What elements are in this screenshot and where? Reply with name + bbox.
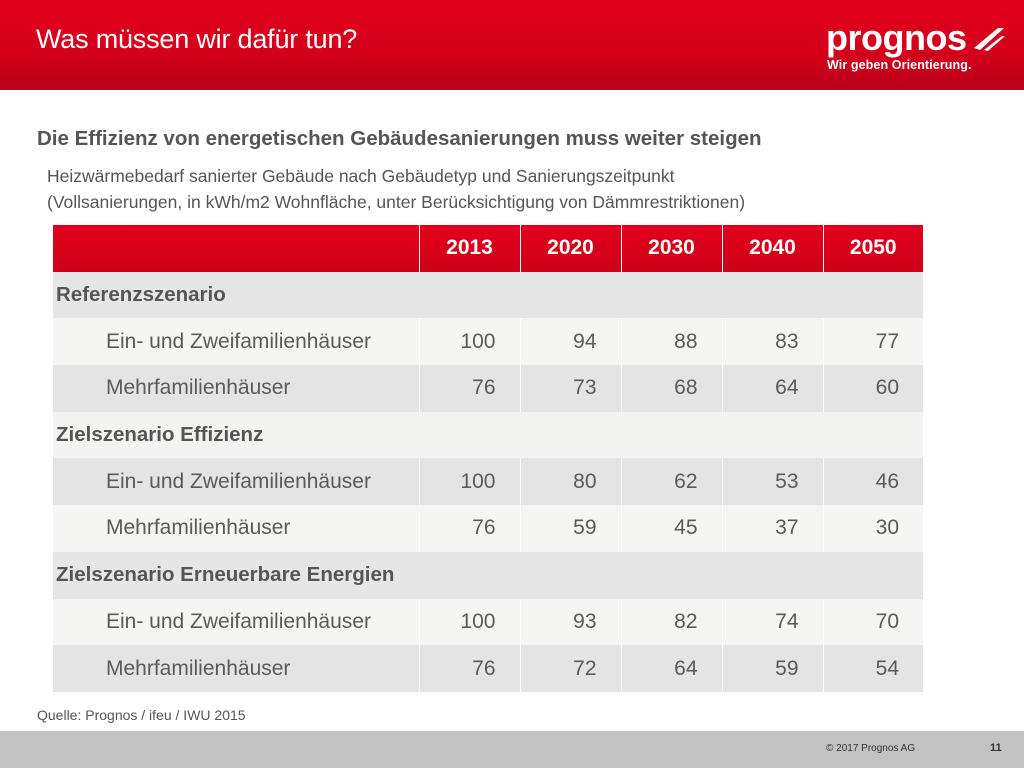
value-cell: 83 — [721, 318, 823, 366]
value-cell: 45 — [620, 505, 722, 552]
table-row: Ein- und Zweifamilienhäuser 100 80 62 53… — [53, 458, 923, 506]
value-cell: 94 — [519, 318, 621, 366]
value-cell: 76 — [418, 505, 520, 552]
table-description: Heizwärmebedarf sanierter Gebäude nach G… — [47, 163, 745, 215]
value-cell: 59 — [519, 505, 621, 552]
page-number: 11 — [990, 742, 1002, 754]
row-label: Mehrfamilienhäuser — [53, 505, 419, 552]
section-label: Zielszenario Erneuerbare Energien — [53, 551, 923, 599]
value-cell: 73 — [519, 365, 621, 412]
table-row: Mehrfamilienhäuser 76 72 64 59 54 — [53, 645, 923, 692]
value-cell: 53 — [721, 458, 823, 506]
table-row: Mehrfamilienhäuser 76 59 45 37 30 — [53, 505, 923, 552]
value-cell: 30 — [822, 505, 923, 552]
source-note: Quelle: Prognos / ifeu / IWU 2015 — [37, 707, 246, 723]
page-title: Was müssen wir dafür tun? — [36, 24, 358, 54]
value-cell: 54 — [822, 645, 923, 692]
footer-bar: © 2017 Prognos AG 11 — [0, 731, 1024, 768]
value-cell: 88 — [620, 318, 722, 366]
value-cell: 82 — [620, 598, 722, 646]
year-header: 2050 — [822, 225, 923, 272]
value-cell: 74 — [721, 598, 823, 646]
header-bar: Was müssen wir dafür tun? prognos Wir ge… — [0, 0, 1024, 90]
row-label: Mehrfamilienhäuser — [53, 645, 419, 692]
description-line-2: (Vollsanierungen, in kWh/m2 Wohnfläche, … — [47, 192, 746, 212]
logo-wordmark: prognos — [826, 17, 967, 58]
slide-subtitle: Die Effizienz von energetischen Gebäudes… — [37, 127, 762, 150]
section-row: Zielszenario Effizienz — [53, 411, 923, 459]
description-line-1: Heizwärmebedarf sanierter Gebäude nach G… — [47, 166, 675, 186]
section-label: Referenzszenario — [53, 271, 923, 319]
section-row: Zielszenario Erneuerbare Energien — [53, 551, 923, 599]
table-row: Ein- und Zweifamilienhäuser 100 93 82 74… — [53, 598, 923, 646]
value-cell: 70 — [822, 598, 923, 646]
prognos-logo: prognos Wir geben Orientierung. — [826, 18, 1006, 78]
heat-demand-table: 2013 2020 2030 2040 2050 Referenzszenari… — [53, 225, 923, 692]
copyright-text: © 2017 Prognos AG — [826, 743, 916, 754]
value-cell: 80 — [519, 458, 621, 506]
logo-swoosh-icon — [974, 28, 1005, 51]
section-row: Referenzszenario — [53, 271, 923, 319]
table-row: Ein- und Zweifamilienhäuser 100 94 88 83… — [53, 318, 923, 366]
value-cell: 76 — [418, 645, 520, 692]
row-label: Ein- und Zweifamilienhäuser — [53, 318, 419, 366]
header-blank-cell — [53, 225, 419, 272]
row-label: Ein- und Zweifamilienhäuser — [53, 598, 419, 646]
value-cell: 59 — [721, 645, 823, 692]
year-header: 2013 — [418, 225, 520, 272]
value-cell: 64 — [721, 365, 823, 412]
year-header: 2020 — [519, 225, 621, 272]
row-label: Ein- und Zweifamilienhäuser — [53, 458, 419, 506]
value-cell: 93 — [519, 598, 621, 646]
value-cell: 100 — [418, 598, 520, 646]
section-label: Zielszenario Effizienz — [53, 411, 923, 459]
value-cell: 100 — [418, 318, 520, 366]
value-cell: 64 — [620, 645, 722, 692]
year-header: 2040 — [721, 225, 823, 272]
value-cell: 100 — [418, 458, 520, 506]
value-cell: 68 — [620, 365, 722, 412]
value-cell: 77 — [822, 318, 923, 366]
row-label: Mehrfamilienhäuser — [53, 365, 419, 412]
table-row: Mehrfamilienhäuser 76 73 68 64 60 — [53, 365, 923, 412]
value-cell: 62 — [620, 458, 722, 506]
year-header: 2030 — [620, 225, 722, 272]
value-cell: 72 — [519, 645, 621, 692]
value-cell: 37 — [721, 505, 823, 552]
value-cell: 60 — [822, 365, 923, 412]
table-header-row: 2013 2020 2030 2040 2050 — [53, 225, 923, 272]
logo-tagline: Wir geben Orientierung. — [827, 58, 972, 72]
value-cell: 46 — [822, 458, 923, 506]
value-cell: 76 — [418, 365, 520, 412]
